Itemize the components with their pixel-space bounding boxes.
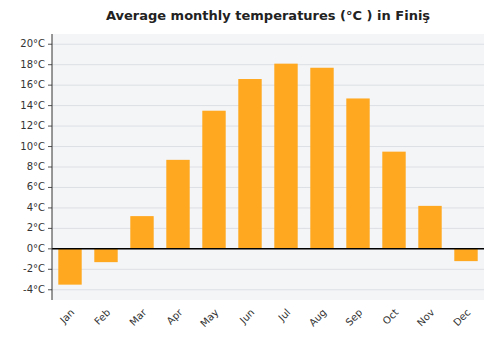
tick-label: Jun bbox=[237, 307, 257, 327]
tick-mark bbox=[48, 44, 52, 45]
bar bbox=[58, 249, 81, 285]
bar bbox=[202, 111, 225, 249]
grid-line bbox=[52, 146, 484, 147]
tick-label: 14°C bbox=[20, 100, 45, 111]
bar bbox=[94, 249, 117, 262]
tick-mark bbox=[48, 146, 52, 147]
tick-label: Jan bbox=[57, 307, 76, 326]
bars bbox=[58, 64, 477, 285]
tick-label: -2°C bbox=[23, 263, 45, 274]
grid-line bbox=[52, 105, 484, 106]
tick-mark bbox=[48, 64, 52, 65]
tick-mark bbox=[48, 167, 52, 168]
tick-label: 0°C bbox=[27, 243, 45, 254]
grid-line bbox=[52, 269, 484, 270]
grid-line bbox=[52, 126, 484, 127]
tick-label: Oct bbox=[380, 307, 400, 327]
bar bbox=[166, 160, 189, 249]
tick-label: Dec bbox=[451, 307, 472, 328]
bar bbox=[310, 68, 333, 249]
plot-area bbox=[52, 34, 484, 300]
tick-label: -4°C bbox=[23, 284, 45, 295]
tick-label: 20°C bbox=[20, 38, 45, 49]
bar bbox=[346, 98, 369, 248]
tick-label: Jul bbox=[275, 307, 292, 324]
y-axis-line bbox=[52, 34, 53, 300]
tick-label: May bbox=[198, 307, 220, 329]
tick-mark bbox=[48, 207, 52, 208]
x-ticks: Jan Feb Mar Apr May Jun Jul Aug Sep Oct Nov Dec bbox=[57, 306, 472, 329]
tick-label: 8°C bbox=[27, 161, 45, 172]
tick-label: 10°C bbox=[20, 141, 45, 152]
tick-mark bbox=[48, 289, 52, 290]
grid-line bbox=[52, 248, 484, 249]
tick-mark bbox=[48, 248, 52, 249]
title: Average monthly temperatures (°C ) in Fi… bbox=[106, 8, 430, 23]
grid-line bbox=[52, 187, 484, 188]
bar bbox=[238, 79, 261, 249]
tick-label: Sep bbox=[343, 307, 364, 328]
tick-label: 16°C bbox=[20, 79, 45, 90]
grid-line bbox=[52, 167, 484, 168]
tick-label: Mar bbox=[127, 306, 149, 328]
grid bbox=[52, 44, 484, 290]
tick-label: 6°C bbox=[27, 181, 45, 192]
tick-label: 18°C bbox=[20, 59, 45, 70]
tick-label: Aug bbox=[307, 307, 329, 329]
bar bbox=[130, 216, 153, 249]
tick-label: 12°C bbox=[20, 120, 45, 131]
zero-line bbox=[52, 248, 484, 250]
tick-mark bbox=[48, 228, 52, 229]
y-ticks: -4°C -2°C 0°C 2°C 4°C 6°C 8°C 10°C 12°C 14°C 16°C 1… bbox=[20, 38, 52, 295]
tick-mark bbox=[48, 187, 52, 188]
tick-label: Nov bbox=[415, 307, 437, 329]
grid-line bbox=[52, 85, 484, 86]
bar bbox=[418, 206, 441, 249]
tick-mark bbox=[48, 85, 52, 86]
tick-mark bbox=[48, 126, 52, 127]
grid-line bbox=[52, 289, 484, 290]
tick-label: 4°C bbox=[27, 202, 45, 213]
bar bbox=[382, 152, 405, 249]
tick-mark bbox=[48, 105, 52, 106]
tick-mark bbox=[48, 269, 52, 270]
grid-line bbox=[52, 64, 484, 65]
tick-label: Apr bbox=[164, 306, 185, 327]
chart: -4°C -2°C 0°C 2°C 4°C 6°C 8°C 10°C 12°C 14°C 16°C 1… bbox=[0, 0, 500, 350]
tick-label: Feb bbox=[92, 307, 112, 327]
grid-line bbox=[52, 44, 484, 45]
tick-label: 2°C bbox=[27, 222, 45, 233]
bar bbox=[274, 64, 297, 249]
bar bbox=[454, 249, 477, 261]
